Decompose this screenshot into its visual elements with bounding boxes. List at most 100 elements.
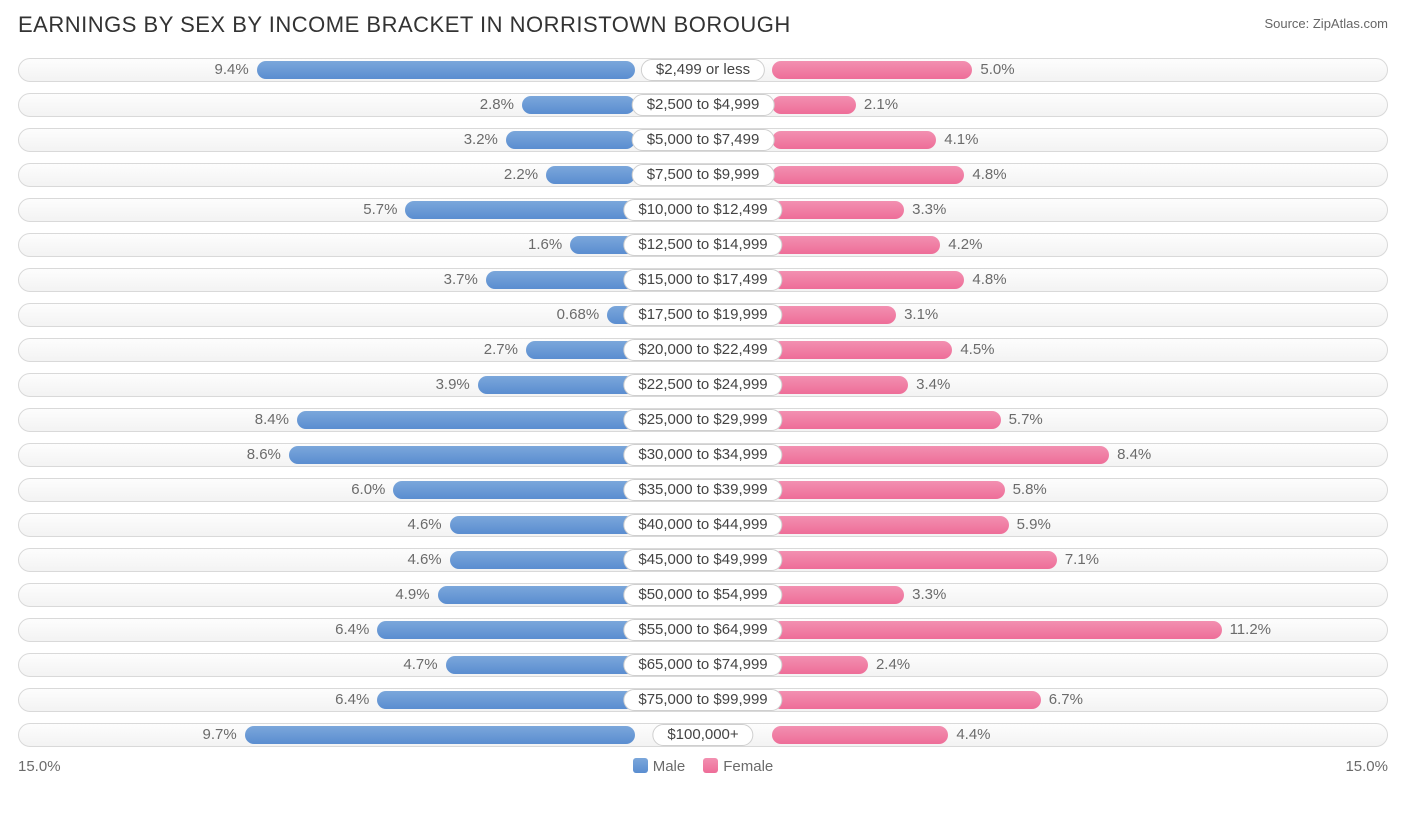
male-half: 8.4% bbox=[18, 402, 703, 437]
chart-row: 3.9%3.4%$22,500 to $24,999 bbox=[18, 367, 1388, 402]
male-value-label: 2.8% bbox=[472, 96, 522, 113]
female-value-label: 5.0% bbox=[972, 61, 1022, 78]
female-value-label: 4.8% bbox=[964, 271, 1014, 288]
chart-row: 1.6% 4.2%$12,500 to $14,999 bbox=[18, 227, 1388, 262]
male-half: 3.2% bbox=[18, 122, 703, 157]
axis-max-left: 15.0% bbox=[18, 758, 61, 775]
male-value-label: 2.2% bbox=[496, 166, 546, 183]
chart-row: 3.7%4.8%$15,000 to $17,499 bbox=[18, 262, 1388, 297]
category-pill: $30,000 to $34,999 bbox=[623, 444, 782, 466]
female-half: 4.1% bbox=[703, 122, 1388, 157]
category-pill: $65,000 to $74,999 bbox=[623, 654, 782, 676]
female-half: 5.8% bbox=[703, 472, 1388, 507]
male-bar bbox=[486, 271, 635, 289]
category-pill: $25,000 to $29,999 bbox=[623, 409, 782, 431]
male-bar bbox=[526, 341, 635, 359]
chart-row: 9.7%4.4%$100,000+ bbox=[18, 717, 1388, 752]
chart-row: 6.4% 6.7% $75,000 to $99,999 bbox=[18, 682, 1388, 717]
female-value-label: 5.8% bbox=[1005, 481, 1055, 498]
chart-row: 3.2%4.1%$5,000 to $7,499 bbox=[18, 122, 1388, 157]
category-pill: $40,000 to $44,999 bbox=[623, 514, 782, 536]
female-half: 4.2% bbox=[703, 227, 1388, 262]
male-bar bbox=[506, 131, 635, 149]
female-bar bbox=[772, 236, 941, 254]
male-value-label: 6.4% bbox=[327, 691, 377, 708]
male-value-label: 2.7% bbox=[476, 341, 526, 358]
female-bar bbox=[772, 341, 953, 359]
female-value-label: 2.4% bbox=[868, 656, 918, 673]
chart-row: 4.9%3.3%$50,000 to $54,999 bbox=[18, 577, 1388, 612]
male-half: 4.6% bbox=[18, 542, 703, 577]
axis-max-right: 15.0% bbox=[1345, 758, 1388, 775]
chart-row: 4.7% 2.4% $65,000 to $74,999 bbox=[18, 647, 1388, 682]
legend-female: Female bbox=[703, 758, 773, 775]
male-half: 0.68% bbox=[18, 297, 703, 332]
male-bar bbox=[245, 726, 635, 744]
male-value-label: 3.2% bbox=[456, 131, 506, 148]
category-pill: $12,500 to $14,999 bbox=[623, 234, 782, 256]
male-bar bbox=[377, 621, 634, 639]
female-bar bbox=[772, 376, 909, 394]
male-value-label: 3.9% bbox=[428, 376, 478, 393]
category-pill: $22,500 to $24,999 bbox=[623, 374, 782, 396]
female-value-label: 3.3% bbox=[904, 586, 954, 603]
male-bar bbox=[446, 656, 635, 674]
male-value-label: 4.9% bbox=[387, 586, 437, 603]
chart-row: 6.0%5.8%$35,000 to $39,999 bbox=[18, 472, 1388, 507]
male-bar bbox=[438, 586, 635, 604]
legend: Male Female bbox=[633, 758, 774, 775]
male-value-label: 6.4% bbox=[327, 621, 377, 638]
male-value-label: 6.0% bbox=[343, 481, 393, 498]
female-value-label: 7.1% bbox=[1057, 551, 1107, 568]
male-bar bbox=[377, 691, 634, 709]
female-value-label: 6.7% bbox=[1041, 691, 1091, 708]
male-value-label: 8.6% bbox=[239, 446, 289, 463]
category-pill: $55,000 to $64,999 bbox=[623, 619, 782, 641]
male-value-label: 1.6% bbox=[520, 236, 570, 253]
male-half: 6.0% bbox=[18, 472, 703, 507]
male-half: 2.8% bbox=[18, 87, 703, 122]
female-bar bbox=[772, 586, 905, 604]
chart-footer: 15.0% Male Female 15.0% bbox=[18, 758, 1388, 775]
male-bar bbox=[405, 201, 634, 219]
female-bar bbox=[772, 271, 965, 289]
female-bar bbox=[772, 411, 1001, 429]
female-half: 5.9% bbox=[703, 507, 1388, 542]
male-half: 3.9% bbox=[18, 367, 703, 402]
female-bar bbox=[772, 61, 973, 79]
female-value-label: 5.7% bbox=[1001, 411, 1051, 428]
male-bar bbox=[546, 166, 634, 184]
male-half: 9.7% bbox=[18, 717, 703, 752]
male-bar bbox=[478, 376, 635, 394]
male-value-label: 4.6% bbox=[399, 551, 449, 568]
male-value-label: 4.7% bbox=[395, 656, 445, 673]
male-value-label: 5.7% bbox=[355, 201, 405, 218]
female-half: 2.1% bbox=[703, 87, 1388, 122]
male-half: 4.9% bbox=[18, 577, 703, 612]
male-half: 6.4% bbox=[18, 682, 703, 717]
female-swatch-icon bbox=[703, 758, 718, 773]
male-half: 1.6% bbox=[18, 227, 703, 262]
category-pill: $15,000 to $17,499 bbox=[623, 269, 782, 291]
female-value-label: 3.3% bbox=[904, 201, 954, 218]
category-pill: $75,000 to $99,999 bbox=[623, 689, 782, 711]
legend-male: Male bbox=[633, 758, 686, 775]
male-half: 6.4% bbox=[18, 612, 703, 647]
female-value-label: 3.1% bbox=[896, 306, 946, 323]
female-bar bbox=[772, 551, 1057, 569]
female-bar bbox=[772, 306, 897, 324]
female-bar bbox=[772, 131, 937, 149]
male-bar bbox=[297, 411, 635, 429]
female-half: 3.1% bbox=[703, 297, 1388, 332]
female-half: 8.4% bbox=[703, 437, 1388, 472]
legend-female-label: Female bbox=[723, 758, 773, 775]
chart-row: 8.4% 5.7% $25,000 to $29,999 bbox=[18, 402, 1388, 437]
female-half: 5.0% bbox=[703, 52, 1388, 87]
male-half: 8.6% bbox=[18, 437, 703, 472]
male-value-label: 0.68% bbox=[549, 306, 608, 323]
category-pill: $7,500 to $9,999 bbox=[632, 164, 775, 186]
female-bar bbox=[772, 656, 868, 674]
category-pill: $2,500 to $4,999 bbox=[632, 94, 775, 116]
female-half: 4.4% bbox=[703, 717, 1388, 752]
female-half: 5.7% bbox=[703, 402, 1388, 437]
